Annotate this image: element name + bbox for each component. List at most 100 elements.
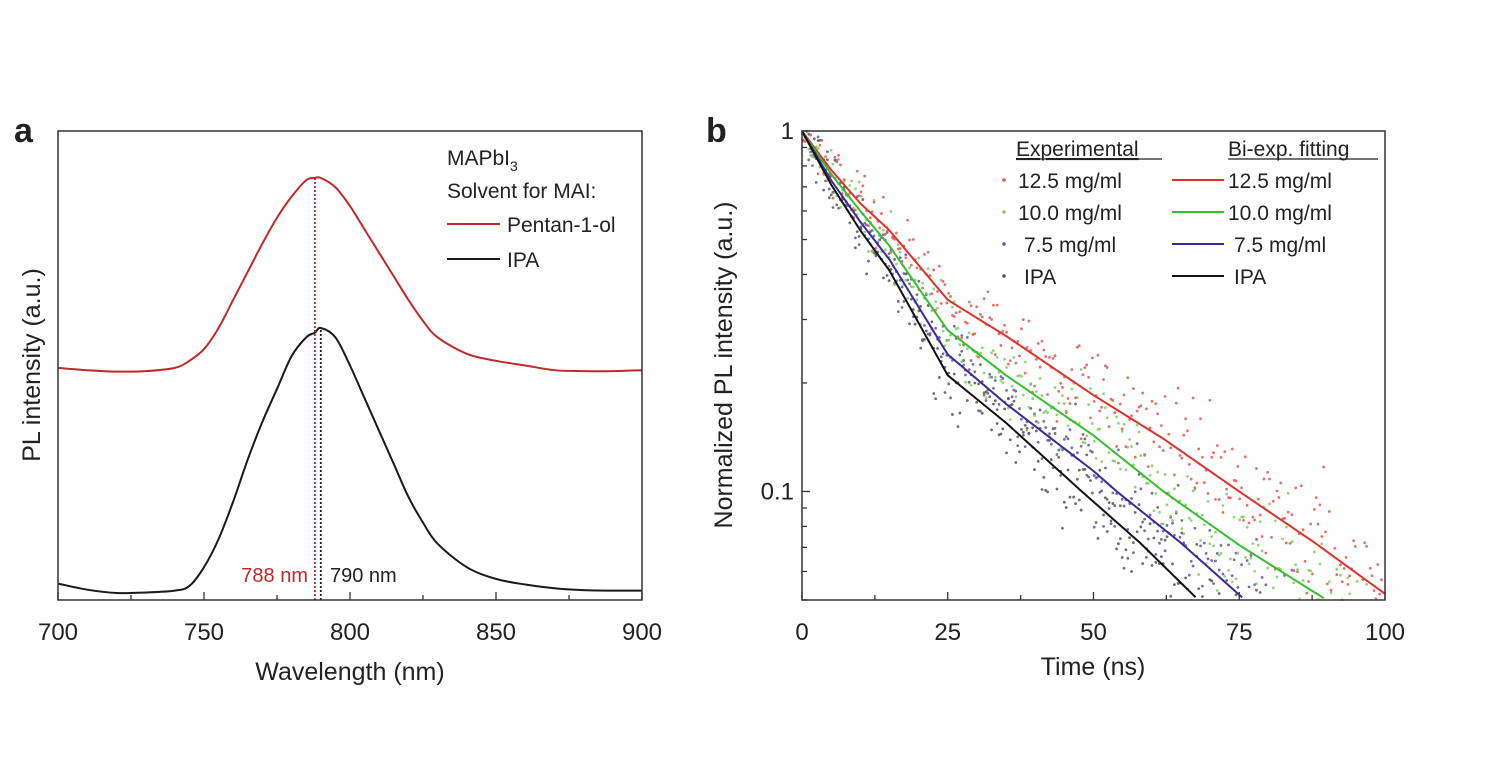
data-point — [1355, 580, 1359, 583]
data-point — [1148, 522, 1152, 526]
data-point — [1135, 423, 1139, 427]
data-point — [1090, 422, 1094, 425]
data-point — [1079, 368, 1083, 371]
data-point — [947, 338, 951, 342]
data-point — [917, 256, 921, 260]
legend-a-title: MAPbI3 — [447, 147, 518, 174]
data-point — [1044, 488, 1048, 492]
data-point — [1010, 384, 1014, 388]
data-point — [1173, 583, 1176, 587]
data-point — [965, 399, 969, 402]
data-point — [906, 218, 910, 222]
data-point — [1273, 519, 1277, 523]
legend-b-experimental-title: Experimental — [1016, 138, 1139, 161]
data-point — [1309, 522, 1313, 526]
data-point — [919, 304, 923, 308]
data-point — [943, 344, 947, 348]
data-point — [1003, 407, 1007, 411]
data-point — [1296, 570, 1299, 574]
data-point — [1294, 563, 1298, 567]
data-point — [1148, 473, 1152, 477]
data-point — [1292, 581, 1296, 585]
data-point — [1212, 582, 1215, 586]
data-point — [1150, 491, 1154, 495]
data-point — [949, 396, 952, 400]
data-point — [1036, 440, 1040, 444]
data-point — [1001, 377, 1005, 380]
data-point — [1178, 535, 1182, 539]
data-point — [1169, 446, 1173, 450]
data-point — [1253, 569, 1257, 573]
data-point — [947, 371, 951, 375]
data-point — [1238, 518, 1242, 522]
data-point — [889, 209, 893, 213]
data-point — [1159, 538, 1163, 541]
data-point — [855, 230, 859, 234]
data-point — [1206, 499, 1210, 503]
data-point — [936, 306, 939, 310]
data-point — [1038, 365, 1042, 369]
legend-b-marker-7-5 — [1002, 242, 1006, 246]
data-point — [908, 266, 911, 269]
data-point — [1223, 450, 1227, 454]
data-point — [1021, 433, 1025, 437]
data-point — [952, 324, 956, 328]
data-point — [811, 164, 814, 168]
data-point — [1340, 580, 1344, 584]
data-point — [1120, 556, 1124, 559]
data-point — [826, 150, 829, 154]
data-point — [1074, 502, 1077, 506]
data-point — [952, 300, 956, 304]
data-point — [1327, 580, 1331, 584]
data-point — [1316, 522, 1320, 526]
data-point — [1059, 381, 1063, 385]
data-point — [964, 373, 967, 377]
data-point — [980, 315, 984, 319]
data-point — [1182, 532, 1186, 536]
data-point — [1242, 519, 1245, 522]
data-point — [885, 273, 889, 277]
data-point — [1146, 481, 1150, 485]
data-point — [1111, 491, 1115, 495]
legend-b-fitting-title: Bi-exp. fitting — [1228, 138, 1349, 161]
data-point — [969, 304, 973, 308]
data-point — [1217, 568, 1221, 572]
data-point — [1348, 574, 1352, 578]
data-point — [1089, 387, 1092, 390]
data-point — [1006, 397, 1010, 400]
data-point — [949, 294, 952, 298]
data-point — [857, 243, 861, 246]
data-point — [958, 353, 962, 357]
data-point — [1010, 346, 1014, 350]
data-point — [1303, 559, 1307, 563]
data-point — [960, 360, 964, 364]
data-point — [936, 346, 939, 350]
data-point — [1135, 530, 1139, 534]
data-point — [1021, 393, 1025, 397]
data-point — [1312, 550, 1316, 554]
data-point — [1094, 521, 1098, 524]
data-point — [949, 333, 952, 337]
data-point — [980, 411, 984, 415]
data-point — [839, 206, 842, 209]
data-point — [1079, 508, 1083, 512]
data-point — [1228, 557, 1232, 561]
data-point — [1077, 344, 1081, 348]
data-point — [1312, 508, 1316, 511]
data-point — [1023, 423, 1027, 427]
data-point — [1161, 522, 1165, 526]
data-point — [1163, 549, 1167, 553]
data-point — [1219, 456, 1223, 459]
annotation-790nm: 790 nm — [330, 565, 397, 587]
data-point — [1238, 497, 1242, 501]
data-point — [1290, 540, 1294, 544]
data-point — [936, 290, 939, 293]
data-point — [1098, 409, 1102, 413]
data-point — [1133, 455, 1137, 459]
data-point — [1174, 510, 1178, 513]
data-point — [939, 302, 943, 305]
data-point — [1042, 475, 1046, 479]
data-point — [995, 303, 999, 307]
data-point — [827, 196, 831, 200]
data-point — [921, 339, 924, 343]
